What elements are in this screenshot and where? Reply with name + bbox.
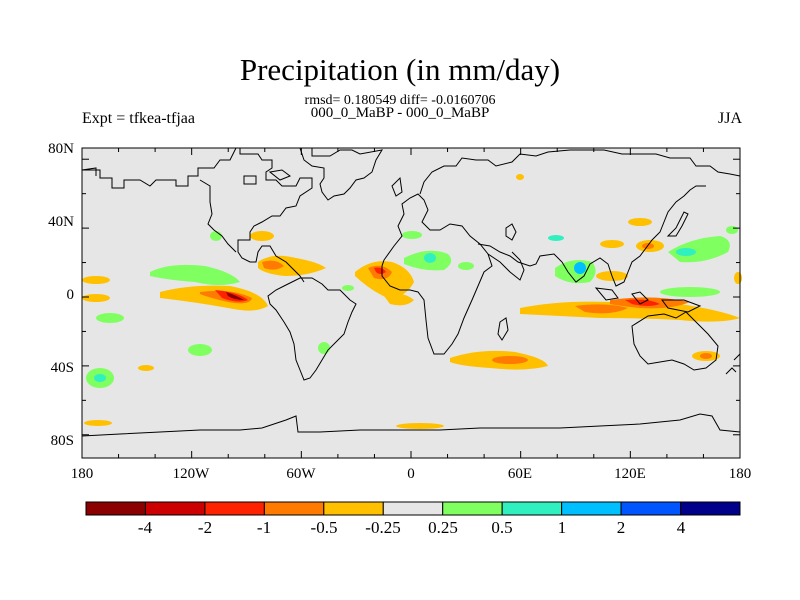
colorbar-label: 0.25 xyxy=(428,518,458,537)
anomaly-patch xyxy=(262,260,284,270)
lat-label-0: 0 xyxy=(66,287,75,303)
colorbar-box xyxy=(501,501,563,516)
anomaly-patch xyxy=(94,374,106,382)
experiment-label: Expt = tfkea-tfjaa xyxy=(82,110,195,127)
stats-line: rmsd= 0.180549 diff= -0.0160706 xyxy=(304,93,496,108)
anomaly-patch xyxy=(374,267,386,274)
anomaly-patch xyxy=(575,304,628,314)
colorbar-label: -2 xyxy=(197,518,213,537)
lat-label-40s: 40S xyxy=(50,360,74,376)
anomaly-patch xyxy=(492,356,528,364)
map-title: Precipitation (in mm/day) xyxy=(239,52,561,87)
anomaly-patch xyxy=(226,292,244,300)
lon-label-180e: 180 xyxy=(728,466,752,482)
colorbar-label: -4 xyxy=(137,518,153,537)
lon-label-120e: 120E xyxy=(614,466,646,482)
anomaly-patch xyxy=(676,248,696,256)
anomaly-patch xyxy=(628,218,652,226)
lon-label-60w: 60W xyxy=(286,466,316,482)
colorbar-box xyxy=(382,501,444,516)
anomaly-patch xyxy=(516,174,524,180)
colorbar-box xyxy=(680,501,741,516)
colorbar-label: 4 xyxy=(676,518,686,537)
lon-label-180w: 180 xyxy=(70,466,94,482)
anomaly-patch xyxy=(734,272,742,284)
anomaly-patch xyxy=(424,253,436,263)
colorbar-box xyxy=(323,501,384,516)
anomaly-patch xyxy=(84,420,112,426)
anomaly-patch xyxy=(700,353,712,359)
anomaly-patch xyxy=(600,240,624,248)
colorbar-box xyxy=(263,501,325,516)
anomaly-patch xyxy=(726,226,738,234)
anomaly-patch xyxy=(138,365,154,371)
anomaly-patch xyxy=(458,262,474,270)
anomaly-patch xyxy=(548,235,564,241)
colorbar-box xyxy=(144,501,206,516)
anomaly-patch xyxy=(150,264,240,285)
lat-label-40n: 40N xyxy=(48,214,74,230)
anomaly-patch xyxy=(82,294,110,302)
colorbar-box xyxy=(442,501,503,516)
colorbar-label: 2 xyxy=(616,518,626,537)
anomaly-patch xyxy=(402,231,422,239)
anomaly-patch xyxy=(342,285,354,291)
colorbar-label: -0.25 xyxy=(365,518,401,537)
colorbar-label: -1 xyxy=(256,518,272,537)
lat-label-80n: 80N xyxy=(48,141,74,157)
anomaly-patch xyxy=(318,342,330,354)
anomaly-patch xyxy=(660,287,720,297)
experiment-subtitle: 000_0_MaBP - 000_0_MaBP xyxy=(310,105,490,121)
axis-ticks xyxy=(81,148,741,458)
colorbar-label: 1 xyxy=(557,518,567,537)
lon-label-120w: 120W xyxy=(172,466,210,482)
colorbar-box xyxy=(620,501,682,516)
anomaly-patch xyxy=(258,255,326,276)
anomaly-patch xyxy=(574,262,586,274)
anomaly-patch xyxy=(396,423,444,429)
lon-label-60e: 60E xyxy=(507,466,533,482)
lon-label-0: 0 xyxy=(407,466,415,482)
colorbar-box xyxy=(85,501,146,516)
anomaly-patch xyxy=(96,313,124,323)
anomaly-patch xyxy=(82,276,110,284)
anomaly-patch xyxy=(250,231,274,241)
colorbar-box xyxy=(204,501,265,516)
anomaly-patch xyxy=(384,293,414,306)
colorbar xyxy=(85,501,741,516)
anomaly-patches xyxy=(82,174,742,429)
lat-label-80s: 80S xyxy=(50,433,74,449)
colorbar-box xyxy=(561,501,622,516)
anomaly-patch xyxy=(210,231,222,241)
colorbar-label: 0.5 xyxy=(491,518,513,537)
season-label: JJA xyxy=(717,110,742,127)
anomaly-patch xyxy=(188,344,212,356)
anomaly-patch xyxy=(520,301,740,322)
colorbar-label: -0.5 xyxy=(310,518,338,537)
